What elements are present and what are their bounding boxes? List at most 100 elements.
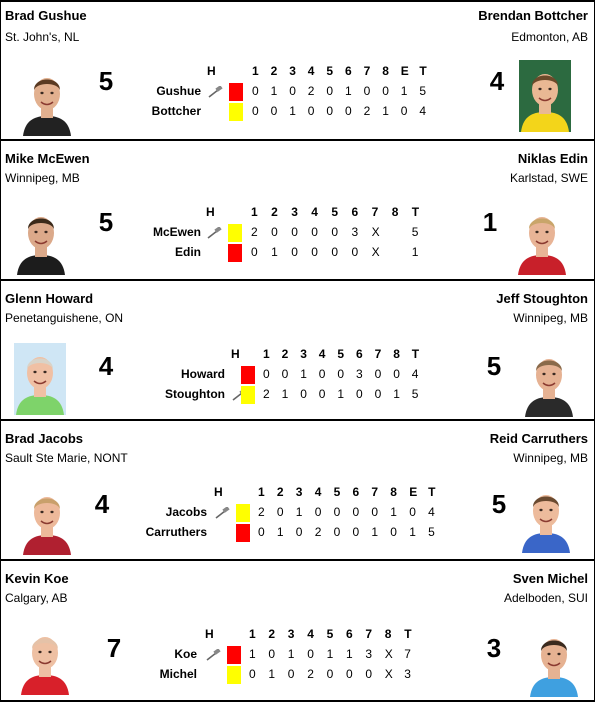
end-score-cell: 0 xyxy=(252,84,259,98)
team-name: Howard xyxy=(180,367,225,381)
end-score-cell: 1 xyxy=(337,387,345,401)
face-shape xyxy=(533,495,559,527)
end-column-header: T xyxy=(404,627,412,641)
end-score-cell: 2 xyxy=(251,225,258,239)
left-player-location: Calgary, AB xyxy=(5,591,68,605)
end-column-header: 3 xyxy=(287,627,295,641)
end-score-cell: 1 xyxy=(346,647,353,661)
total-score-cell: 7 xyxy=(404,647,411,661)
end-column-header: 3 xyxy=(295,485,303,499)
hair-shape xyxy=(533,496,559,507)
end-score-cell: 0 xyxy=(291,225,298,239)
end-column-header: 8 xyxy=(382,64,389,78)
left-eye xyxy=(535,230,539,234)
end-score-cell: 0 xyxy=(271,225,278,239)
end-score-cell: 0 xyxy=(258,525,265,539)
end-score-cell: 0 xyxy=(276,505,284,519)
right-final-score: 4 xyxy=(489,66,505,96)
end-score-cell: X xyxy=(371,225,380,239)
team-name: Bottcher xyxy=(151,104,201,118)
hammer-marker xyxy=(206,226,222,239)
hammer-icon xyxy=(208,85,223,98)
end-score-cell: 2 xyxy=(314,525,322,539)
end-score-cell: 0 xyxy=(251,245,258,259)
yellow-stone-color xyxy=(229,103,243,121)
smile-shape xyxy=(33,380,47,385)
smile-shape xyxy=(547,662,561,667)
hammer-icon xyxy=(206,648,221,661)
linescore-table: H 1 2 3 4 5 6 7 8 T Howard 0 0 1 0 0 3 0 0 4 Stoughton 2 1 0 0 1 0… xyxy=(143,345,463,405)
end-column-header: E xyxy=(409,485,418,499)
hammer-marker xyxy=(205,648,221,661)
shirt-shape xyxy=(521,112,569,132)
hammer-column-header: H xyxy=(205,627,214,641)
hammer-icon xyxy=(207,226,222,239)
end-column-header: 3 xyxy=(289,64,296,78)
end-score-cell: 0 xyxy=(318,387,326,401)
right-player-name: Jeff Stoughton xyxy=(496,291,588,306)
hammer-marker xyxy=(214,506,230,519)
right-final-score: 5 xyxy=(486,351,502,381)
left-player-name: Kevin Koe xyxy=(5,571,69,586)
linescore-row: McEwen 2 0 0 0 0 3 X 5 xyxy=(143,223,463,243)
end-column-header: 1 xyxy=(258,485,265,499)
end-score-cell: 1 xyxy=(270,84,278,98)
right-eye xyxy=(548,87,552,91)
end-score-cell: X xyxy=(384,647,393,661)
photo-howard xyxy=(14,343,66,415)
face-shape xyxy=(536,359,562,391)
right-player-photo xyxy=(516,203,568,275)
right-eye xyxy=(50,510,54,514)
left-player-photo xyxy=(21,64,73,136)
shirt-shape xyxy=(522,533,570,553)
right-player-location: Winnipeg, MB xyxy=(513,451,588,465)
total-score-cell: 4 xyxy=(428,505,435,519)
face-shape xyxy=(529,217,555,249)
end-column-header: 4 xyxy=(318,347,326,361)
end-score-cell: 3 xyxy=(356,367,363,381)
end-score-cell: 0 xyxy=(270,104,278,118)
end-score-cell: 1 xyxy=(371,525,379,539)
game-card: Mike McEwen Winnipeg, MB 5 Niklas Edin Karls… xyxy=(0,139,595,279)
end-score-cell: 1 xyxy=(268,667,276,681)
team-name: Koe xyxy=(174,647,197,661)
right-player-photo xyxy=(519,60,571,132)
total-score-cell: 4 xyxy=(411,367,419,381)
end-score-cell: 0 xyxy=(333,525,341,539)
hair-shape xyxy=(34,79,60,90)
right-player-photo xyxy=(523,345,575,417)
end-score-cell: 1 xyxy=(393,387,400,401)
hammer-column-header: H xyxy=(231,347,240,361)
linescore-table: H 1 2 3 4 5 6 7 8 E T Gushue 0 1 0 2 0 1 0 0 1 5 Bottcher 0 0 1 0 0… xyxy=(149,62,469,122)
total-score-cell: 4 xyxy=(419,104,427,118)
end-score-cell: 0 xyxy=(252,104,259,118)
face-shape xyxy=(34,78,60,110)
end-score-cell: 0 xyxy=(289,84,296,98)
hammer-column-header: H xyxy=(214,485,223,499)
right-final-score: 5 xyxy=(491,489,507,519)
end-column-header: 8 xyxy=(384,627,392,641)
end-column-header: 4 xyxy=(307,64,315,78)
smile-shape xyxy=(40,101,54,106)
end-score-cell: 1 xyxy=(271,245,278,259)
left-eye xyxy=(40,91,44,95)
end-column-header: 1 xyxy=(252,64,259,78)
right-player-location: Winnipeg, MB xyxy=(513,311,588,325)
left-player-name: Mike McEwen xyxy=(5,151,90,166)
photo-gushue xyxy=(21,64,73,136)
end-score-cell: 1 xyxy=(300,367,307,381)
end-column-header: 2 xyxy=(276,485,284,499)
end-score-cell: 0 xyxy=(393,367,400,381)
end-score-cell: 0 xyxy=(314,505,322,519)
end-score-cell: 0 xyxy=(337,367,345,381)
smile-shape xyxy=(539,518,553,523)
end-column-header: 6 xyxy=(356,347,363,361)
end-score-cell: 0 xyxy=(307,104,315,118)
yellow-stone-color xyxy=(227,666,241,684)
linescore-row: Edin 0 1 0 0 0 0 X 1 xyxy=(143,243,463,263)
end-score-cell: 0 xyxy=(333,505,341,519)
left-final-score: 7 xyxy=(106,633,122,663)
photo-koe xyxy=(19,623,71,695)
left-eye xyxy=(538,87,542,91)
